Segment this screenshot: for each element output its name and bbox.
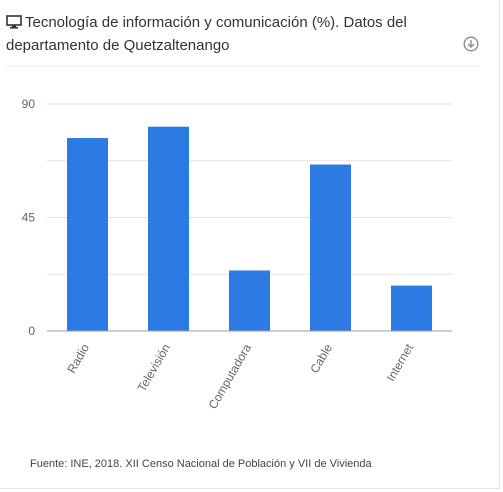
- header-divider: [6, 66, 480, 67]
- download-icon[interactable]: [463, 36, 479, 52]
- y-tick-label: 90: [22, 97, 36, 111]
- x-tick-label: Radio: [64, 341, 92, 375]
- bar-internet: [391, 285, 432, 331]
- x-tick-label: Televisión: [135, 342, 173, 395]
- x-tick-label: Cable: [307, 341, 335, 375]
- bar-televisión: [148, 126, 189, 331]
- x-tick-label: Internet: [384, 341, 417, 384]
- x-tick-label: Computadora: [206, 341, 255, 411]
- chart-header: Tecnología de información y comunicación…: [6, 12, 476, 56]
- chart-title: Tecnología de información y comunicación…: [6, 14, 407, 54]
- y-tick-label: 0: [28, 324, 35, 338]
- bar-cable: [310, 164, 351, 331]
- source-note: Fuente: INE, 2018. XII Censo Nacional de…: [30, 458, 372, 470]
- bar-radio: [67, 138, 108, 331]
- bar-chart: 0 45 90 Radio Televisión Computadora Cable Inte…: [22, 97, 452, 411]
- y-tick-label: 45: [22, 211, 36, 225]
- monitor-icon: [6, 14, 22, 35]
- bar-computadora: [229, 270, 270, 331]
